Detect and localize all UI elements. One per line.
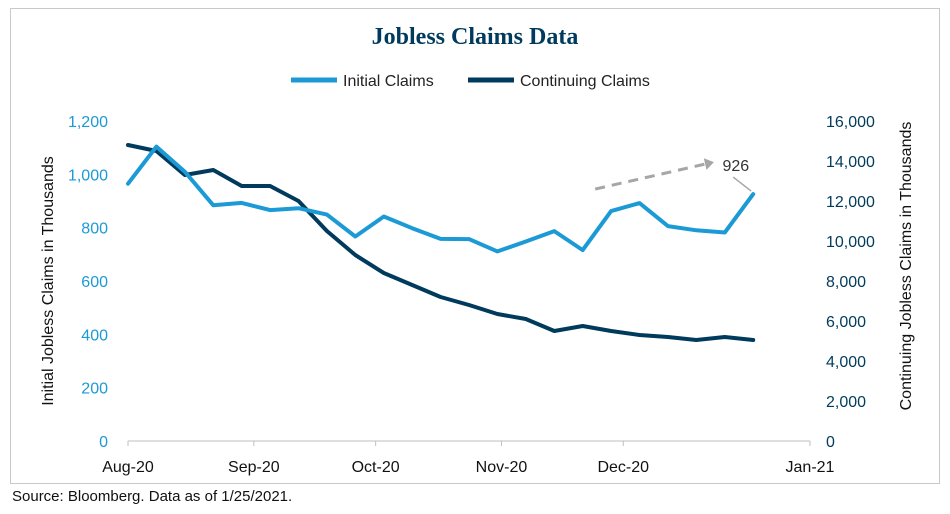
- x-tick-label: Aug-20: [102, 459, 154, 476]
- legend: Initial Claims Continuing Claims: [291, 73, 650, 90]
- x-tick-label: Sep-20: [228, 459, 280, 476]
- right-tick-label: 8,000: [826, 274, 866, 291]
- x-tick-label: Nov-20: [476, 459, 528, 476]
- continuing-claims-line: [126, 143, 756, 342]
- left-axis-title: Initial Jobless Claims in Thousands: [40, 156, 57, 406]
- annotation-arrowhead: [703, 158, 714, 170]
- right-tick-label: 0: [826, 434, 835, 451]
- annotation-layer: 926: [594, 158, 752, 192]
- right-axis-title: Continuing Jobless Claims in Thousands: [898, 122, 915, 411]
- left-tick-label: 1,000: [68, 167, 108, 184]
- right-tick-label: 6,000: [826, 314, 866, 331]
- annotation-leader: [732, 176, 752, 192]
- series-layer: [126, 143, 756, 342]
- x-tick-label: Jan-21: [786, 459, 835, 476]
- legend-continuing-label: Continuing Claims: [520, 73, 650, 90]
- right-tick-label: 4,000: [826, 354, 866, 371]
- chart-title: Jobless Claims Data: [372, 24, 579, 50]
- right-tick-label: 12,000: [826, 194, 875, 211]
- right-tick-label: 14,000: [826, 154, 875, 171]
- x-axis-ticks: Aug-20 Sep-20 Oct-20 Nov-20 Dec-20 Jan-21: [102, 441, 835, 476]
- left-axis-ticks: 0 200 400 600 800 1,000 1,200: [68, 114, 108, 451]
- source-note: Source: Bloomberg. Data as of 1/25/2021.: [12, 488, 293, 505]
- x-tick-label: Oct-20: [352, 459, 400, 476]
- legend-initial-label: Initial Claims: [343, 73, 434, 90]
- chart-frame: [10, 8, 940, 484]
- left-tick-label: 1,200: [68, 114, 108, 131]
- left-tick-label: 800: [81, 221, 108, 238]
- left-tick-label: 200: [81, 381, 108, 398]
- x-tick-label: Dec-20: [597, 459, 649, 476]
- left-tick-label: 0: [99, 434, 108, 451]
- left-tick-label: 400: [81, 327, 108, 344]
- right-tick-label: 2,000: [826, 394, 866, 411]
- annotation-label: 926: [722, 158, 749, 175]
- right-axis-ticks: 0 2,000 4,000 6,000 8,000 10,000 12,000 14,000 1…: [826, 114, 875, 451]
- right-tick-label: 16,000: [826, 114, 875, 131]
- left-tick-label: 600: [81, 274, 108, 291]
- annotation-trend-line: [594, 162, 706, 191]
- right-tick-label: 10,000: [826, 234, 875, 251]
- initial-claims-line: [126, 144, 756, 254]
